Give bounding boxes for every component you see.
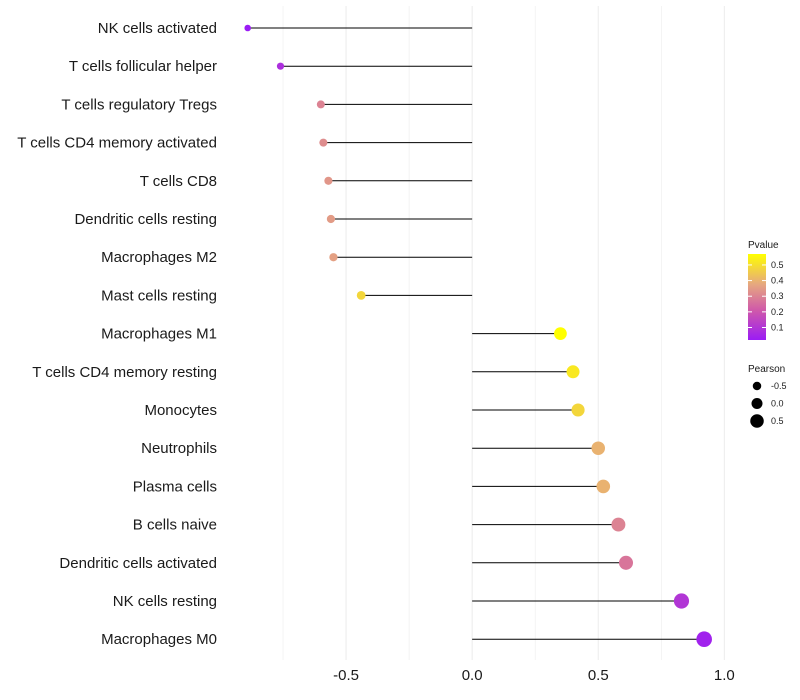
size-legend-label: 0.5 [771,416,784,426]
category-label: NK cells activated [98,20,217,37]
category-label: T cells CD4 memory resting [32,364,217,381]
pearson-legend-title: Pearson [748,364,785,375]
category-label: Dendritic cells resting [74,211,217,228]
category-label: Macrophages M1 [101,326,217,343]
category-label: Mast cells resting [101,287,217,304]
size-legend-dot [752,381,762,391]
category-labels: NK cells activated T cells follicular hel… [17,20,217,648]
category-label: T cells CD4 memory activated [17,135,217,152]
lollipop-point [319,138,328,147]
lollipop-point [696,631,712,647]
size-legend-label: 0.0 [771,399,784,409]
category-label: T cells regulatory Tregs [61,96,217,113]
size-legend-dot [751,398,763,409]
lollipop-point [324,176,333,185]
category-label: Monocytes [144,402,217,419]
lollipop-stems [247,27,705,640]
category-label: Neutrophils [141,440,217,457]
x-tick-label: 0.0 [462,667,483,684]
x-tick-label: -0.5 [333,667,359,684]
category-label: B cells naive [133,517,217,534]
category-label: T cells follicular helper [69,58,217,75]
category-label: T cells CD8 [140,173,217,190]
colorbar-tick-label: 0.1 [771,322,784,332]
colorbar-tick-label: 0.2 [771,307,784,317]
grid-lines [282,6,725,660]
lollipop-point [326,214,336,224]
lollipop-dots [244,24,712,647]
lollipop-point [276,62,285,70]
size-legend-dot [750,414,764,428]
lollipop-point [611,517,626,532]
category-label: NK cells resting [113,593,217,610]
size-legend-label: -0.5 [771,381,787,391]
x-axis-tick-labels: -0.5 0.0 0.5 1.0 [333,667,735,684]
lollipop-point [244,24,251,32]
category-label: Macrophages M2 [101,249,217,266]
pearson-legend: Pearson -0.5 0.0 0.5 [748,364,787,428]
lollipop-point [316,100,325,109]
colorbar-tick-label: 0.5 [771,260,784,270]
lollipop-point [571,403,585,417]
colorbar-tick-label: 0.3 [771,291,784,301]
lollipop-point [673,593,690,609]
pvalue-legend: Pvalue 0.5 0.4 0.3 0.2 0.1 [748,240,784,340]
lollipop-point [329,253,338,262]
lollipop-point [618,555,634,570]
pvalue-legend-title: Pvalue [748,240,779,251]
x-tick-label: 0.5 [588,667,609,684]
category-label: Plasma cells [133,478,217,495]
pvalue-colorbar [748,254,766,340]
lollipop-point [356,291,366,300]
lollipop-point [554,327,567,340]
colorbar-tick-label: 0.4 [771,276,784,286]
lollipop-point [566,365,580,379]
x-tick-label: 1.0 [714,667,735,684]
lollipop-point [591,441,605,455]
lollipop-point [596,479,611,494]
category-label: Macrophages M0 [101,631,217,648]
category-label: Dendritic cells activated [59,555,217,572]
